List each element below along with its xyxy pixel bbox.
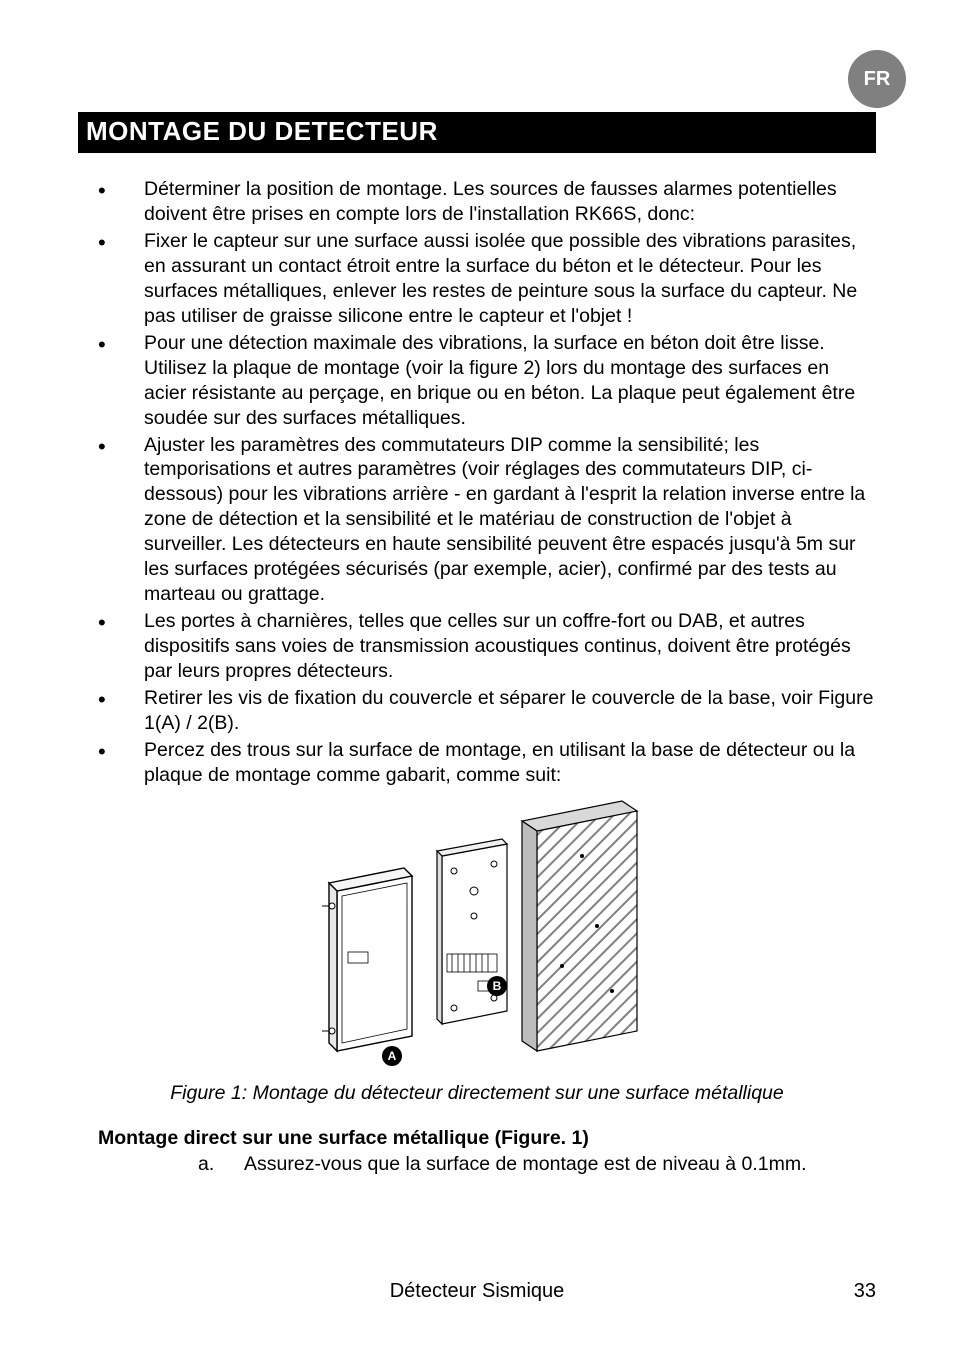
list-item: Les portes à charnières, telles que cell… [98, 609, 876, 684]
footer-title: Détecteur Sismique [390, 1280, 565, 1303]
list-item: Déterminer la position de montage. Les s… [98, 177, 876, 227]
section-heading: MONTAGE DU DETECTEUR [78, 112, 876, 153]
language-badge: FR [848, 50, 906, 108]
detector-cover [322, 868, 412, 1051]
instruction-list: Déterminer la position de montage. Les s… [98, 177, 876, 788]
page-footer: Détecteur Sismique 33 [78, 1280, 876, 1303]
page-number: 33 [854, 1280, 876, 1303]
figure-label-b: B [487, 976, 507, 996]
svg-text:A: A [388, 1049, 397, 1063]
svg-text:B: B [493, 979, 502, 993]
sub-instruction-list: a. Assurez-vous que la surface de montag… [198, 1152, 876, 1177]
list-item: Percez des trous sur la surface de monta… [98, 738, 876, 788]
figure-diagram: A B [292, 796, 662, 1076]
detector-base [437, 839, 507, 1024]
sub-list-text: Assurez-vous que la surface de montage e… [244, 1152, 807, 1177]
list-item: Ajuster les paramètres des commutateurs … [98, 433, 876, 608]
figure-label-a: A [382, 1046, 402, 1066]
sub-list-item: a. Assurez-vous que la surface de montag… [198, 1152, 876, 1177]
sub-list-marker: a. [198, 1152, 244, 1177]
list-item: Retirer les vis de fixation du couvercle… [98, 686, 876, 736]
figure-1: A B Figure 1: Montage du détecteur direc… [78, 796, 876, 1105]
list-item: Fixer le capteur sur une surface aussi i… [98, 229, 876, 329]
list-item: Pour une détection maximale des vibratio… [98, 331, 876, 431]
wall-block [522, 801, 637, 1051]
subheading: Montage direct sur une surface métalliqu… [98, 1127, 876, 1150]
figure-caption: Figure 1: Montage du détecteur directeme… [78, 1082, 876, 1105]
